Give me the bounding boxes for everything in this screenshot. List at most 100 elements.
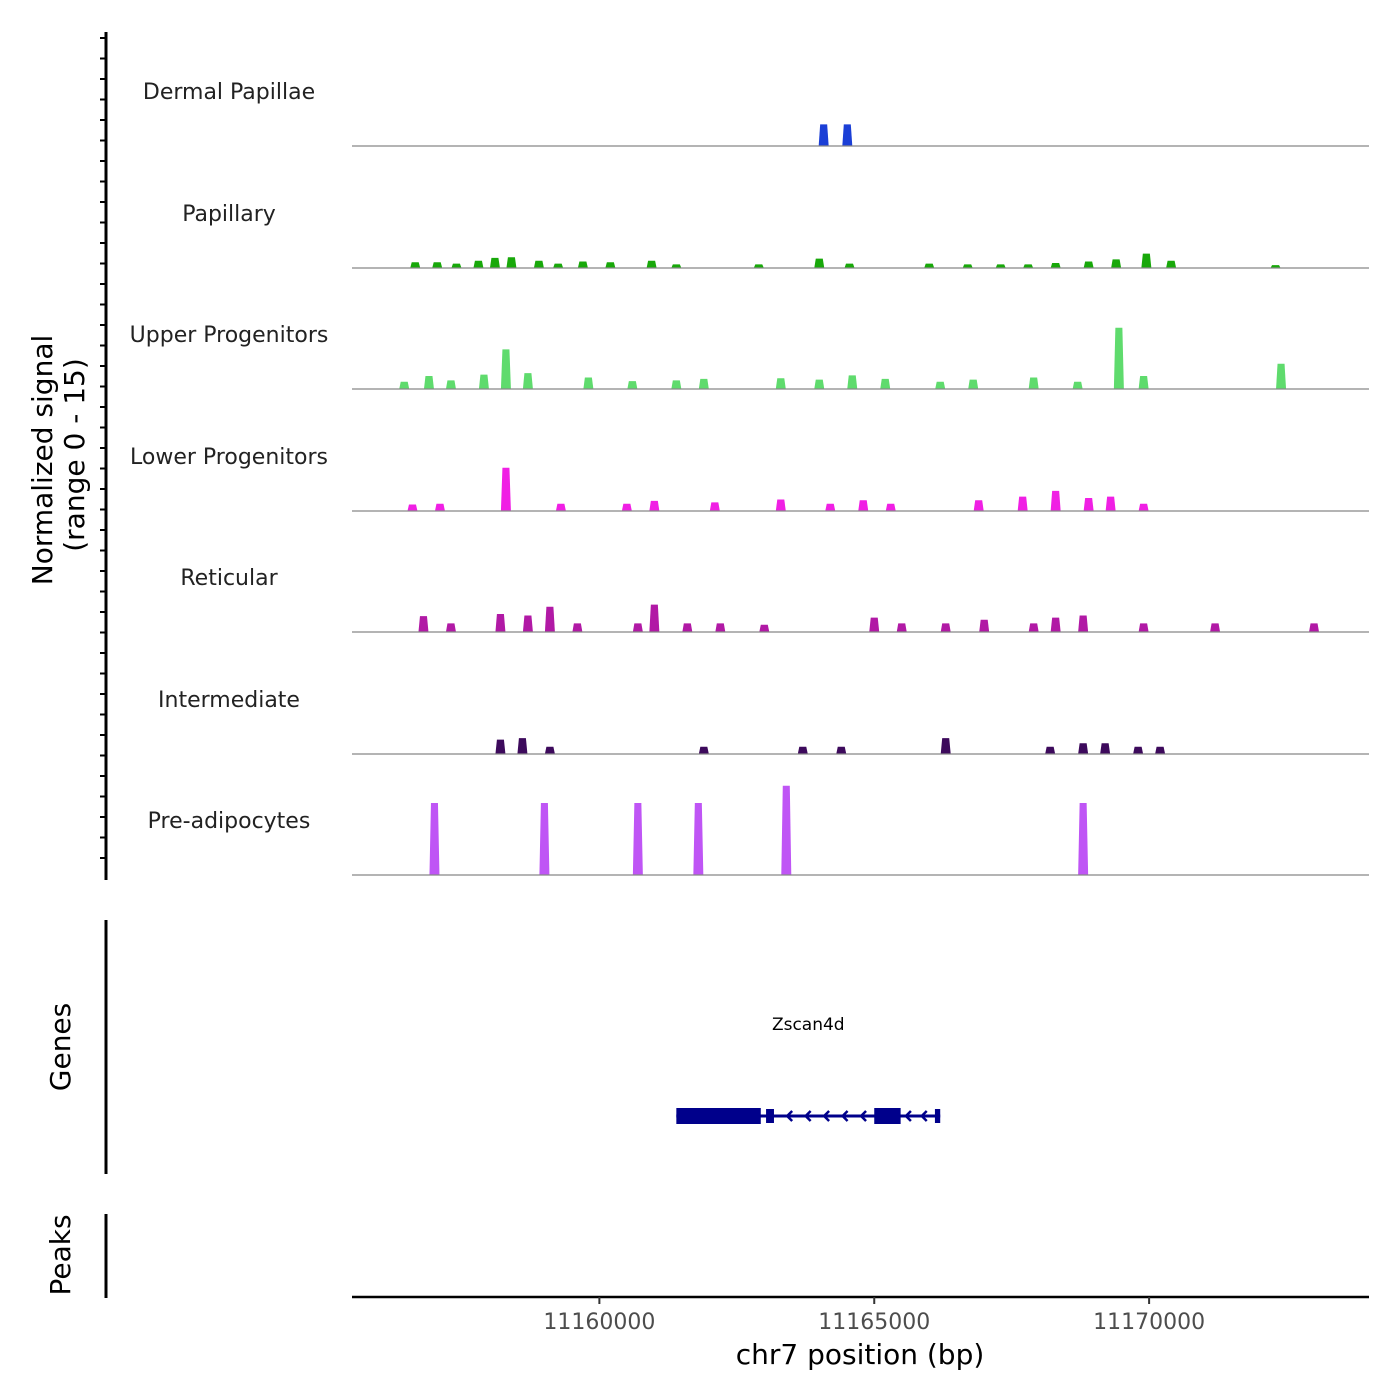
gene-name-label: Zscan4d — [772, 1015, 845, 1035]
signal-peak — [473, 260, 484, 268]
signal-peak — [1155, 746, 1166, 754]
signal-peak — [1023, 264, 1034, 268]
signal-peak — [825, 503, 836, 511]
signal-peak — [844, 263, 855, 268]
track-upper-progenitors: Upper Progenitors — [130, 323, 1369, 390]
track-reticular: Reticular — [180, 566, 1369, 633]
signal-peak — [885, 503, 896, 511]
genes-panel-label: Genes — [44, 1003, 77, 1091]
signal-tracks: Dermal Papillae Papillary Upper Progenitor… — [130, 80, 1369, 876]
signal-peak — [1270, 265, 1281, 268]
signal-peak — [698, 378, 709, 389]
signal-peak — [583, 377, 594, 389]
signal-peak — [1072, 381, 1083, 389]
signal-peak — [1100, 743, 1111, 754]
signal-peak — [715, 623, 726, 632]
track-papillary: Papillary — [182, 202, 1369, 269]
signal-peak — [522, 615, 533, 632]
signal-peak — [646, 260, 657, 268]
signal-peak — [842, 124, 853, 146]
signal-peak — [445, 380, 456, 389]
signal-peak — [445, 623, 456, 632]
signal-peak — [1276, 363, 1287, 389]
track-lower-progenitors: Lower Progenitors — [130, 445, 1369, 512]
signal-peak — [1133, 746, 1144, 754]
signal-peak — [847, 375, 858, 389]
signal-peak — [935, 381, 946, 389]
signal-peak — [1138, 376, 1149, 389]
signal-peak — [698, 746, 709, 754]
signal-peak — [995, 264, 1006, 268]
signal-peak — [423, 376, 434, 389]
gene-track: Zscan4d — [676, 1015, 941, 1124]
signal-peak — [500, 349, 511, 389]
x-axis-ticks: 11160000 11165000 11170000 — [543, 1297, 1205, 1335]
signal-peak — [682, 623, 693, 632]
signal-peak — [759, 624, 770, 632]
signal-peak — [775, 378, 786, 389]
signal-peak — [495, 614, 506, 632]
signal-peak — [632, 623, 643, 632]
signal-peak — [962, 264, 973, 268]
signal-peak — [836, 746, 847, 754]
signal-peak — [1028, 623, 1039, 632]
x-axis-label: chr7 position (bp) — [736, 1338, 985, 1371]
signal-peak — [577, 261, 588, 268]
signal-peak — [968, 379, 979, 389]
track-label: Reticular — [180, 566, 278, 591]
peaks-panel-label: Peaks — [44, 1214, 77, 1295]
signal-peak — [1045, 746, 1056, 754]
signal-peak — [709, 502, 720, 511]
signal-peak — [814, 379, 825, 389]
signal-peak — [495, 739, 506, 754]
signal-peak — [979, 619, 990, 632]
x-tick-label: 11160000 — [543, 1310, 655, 1335]
signal-peak — [544, 606, 555, 632]
track-dermal-papillae: Dermal Papillae — [143, 80, 1369, 147]
signal-peak — [1078, 743, 1089, 754]
signal-peak — [522, 373, 533, 389]
strand-arrow — [840, 1110, 849, 1122]
signal-peak — [869, 617, 880, 632]
signal-peak — [627, 381, 638, 389]
track-label: Intermediate — [158, 688, 300, 713]
signal-peak — [1111, 259, 1122, 268]
signal-peak — [671, 264, 682, 268]
signal-peak — [1309, 623, 1320, 632]
signal-peak — [1083, 261, 1094, 268]
signal-peak — [781, 785, 792, 875]
signal-peak — [572, 623, 583, 632]
signal-peak — [410, 262, 421, 268]
signal-peak — [539, 803, 550, 875]
signal-peak — [1017, 496, 1028, 511]
signal-axis-ticks — [100, 37, 106, 859]
signal-peak — [753, 264, 764, 268]
signal-peak — [500, 467, 511, 511]
signal-peak — [797, 746, 808, 754]
signal-peak — [671, 380, 682, 389]
x-tick-label: 11170000 — [1093, 1310, 1205, 1335]
signal-peak — [940, 623, 951, 632]
strand-arrow — [859, 1110, 867, 1122]
signal-peak — [429, 803, 440, 875]
track-label: Lower Progenitors — [130, 445, 328, 470]
signal-peak — [858, 500, 869, 511]
signal-peak — [775, 499, 786, 511]
strand-arrow — [822, 1110, 830, 1122]
signal-peak — [649, 500, 660, 511]
track-label: Papillary — [182, 202, 276, 227]
y-axis-label: Normalized signal — [26, 335, 59, 586]
signal-peak — [432, 262, 443, 268]
signal-peak — [1083, 498, 1094, 511]
signal-peak — [1050, 490, 1061, 511]
track-label: Dermal Papillae — [143, 80, 315, 105]
gene-exon — [766, 1109, 774, 1123]
signal-peak — [1138, 503, 1149, 511]
strand-arrow — [785, 1110, 794, 1122]
gene-exon — [676, 1108, 761, 1124]
signal-peak — [1028, 377, 1039, 389]
gene-zscan4d: Zscan4d — [676, 1015, 941, 1124]
signal-peak — [478, 374, 489, 389]
track-label: Upper Progenitors — [130, 323, 329, 348]
